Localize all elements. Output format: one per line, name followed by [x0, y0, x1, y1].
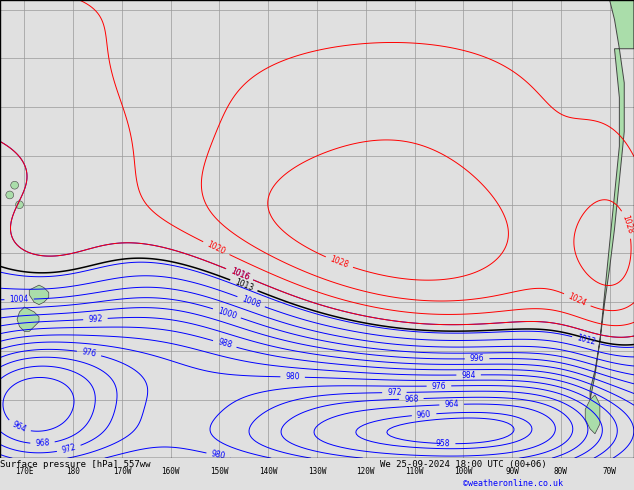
Text: 130W: 130W	[307, 467, 327, 476]
Text: 1016: 1016	[229, 267, 250, 282]
Text: 1004: 1004	[10, 294, 29, 304]
Text: 70W: 70W	[603, 467, 616, 476]
Text: 160W: 160W	[162, 467, 180, 476]
Text: 1016: 1016	[229, 267, 250, 282]
Text: 972: 972	[61, 443, 77, 455]
Text: 140W: 140W	[259, 467, 278, 476]
Text: 1008: 1008	[240, 294, 262, 309]
Text: 100W: 100W	[454, 467, 472, 476]
Text: 170W: 170W	[113, 467, 131, 476]
Polygon shape	[585, 395, 600, 434]
Circle shape	[6, 191, 14, 199]
Text: Surface pressure [hPa] 557ww: Surface pressure [hPa] 557ww	[0, 460, 150, 469]
Text: 1012: 1012	[576, 334, 597, 347]
Polygon shape	[17, 307, 39, 331]
Text: 964: 964	[444, 400, 459, 409]
Text: 984: 984	[462, 370, 476, 380]
Circle shape	[16, 201, 23, 209]
Polygon shape	[590, 0, 634, 400]
Text: We 25-09-2024 18:00 UTC (00+06): We 25-09-2024 18:00 UTC (00+06)	[380, 460, 547, 469]
Text: 180: 180	[66, 467, 80, 476]
Circle shape	[11, 181, 18, 189]
Text: 80W: 80W	[554, 467, 568, 476]
Text: 964: 964	[11, 420, 28, 435]
Text: 988: 988	[217, 338, 233, 350]
Text: 976: 976	[81, 347, 97, 359]
Text: 968: 968	[35, 439, 50, 448]
Text: 968: 968	[404, 394, 418, 404]
Text: 976: 976	[432, 381, 446, 391]
Bar	[0, 0, 634, 458]
Text: 150W: 150W	[210, 467, 229, 476]
Text: 1020: 1020	[205, 240, 227, 256]
Text: 1013: 1013	[233, 278, 254, 293]
Text: 958: 958	[436, 439, 451, 448]
Text: 980: 980	[210, 450, 226, 462]
Text: 1024: 1024	[567, 292, 588, 308]
Text: 170E: 170E	[15, 467, 34, 476]
Text: 1028: 1028	[328, 255, 350, 270]
Text: 980: 980	[285, 372, 300, 382]
Text: 996: 996	[470, 354, 484, 364]
Polygon shape	[29, 285, 49, 305]
Text: 1028: 1028	[621, 214, 634, 235]
Text: 120W: 120W	[356, 467, 375, 476]
Text: 960: 960	[417, 410, 432, 420]
Text: 1000: 1000	[216, 306, 238, 320]
Text: ©weatheronline.co.uk: ©weatheronline.co.uk	[463, 479, 563, 489]
Text: 110W: 110W	[405, 467, 424, 476]
Text: 992: 992	[88, 314, 103, 324]
Text: 90W: 90W	[505, 467, 519, 476]
Text: 972: 972	[387, 388, 402, 397]
